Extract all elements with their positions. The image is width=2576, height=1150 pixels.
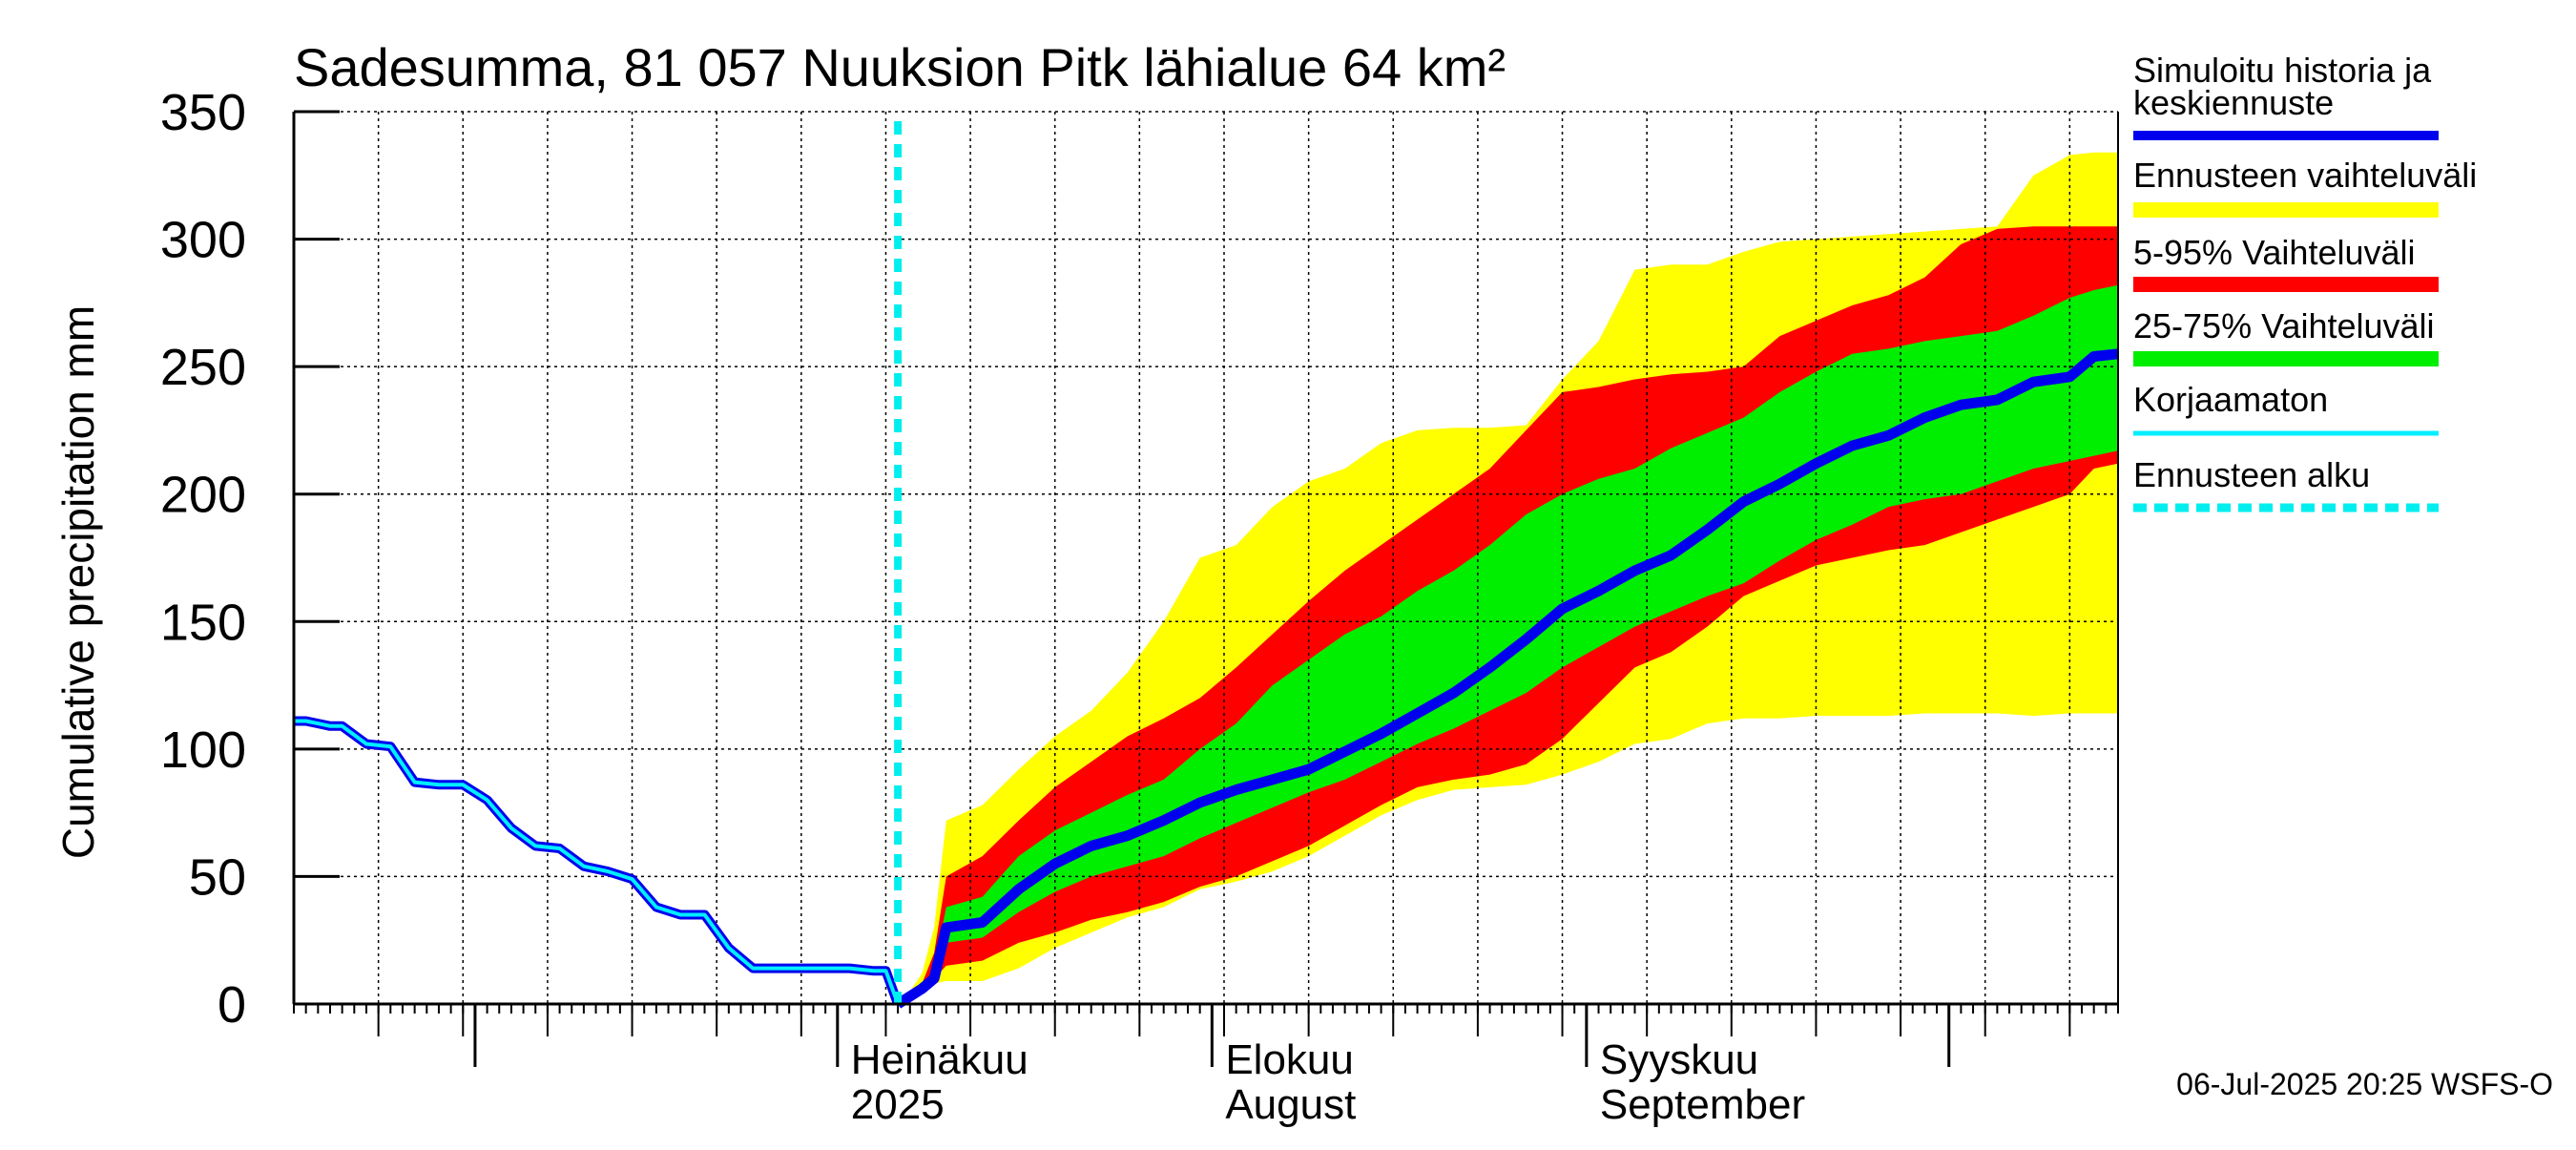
legend-item-25-75-label: 25-75% Vaihteluväli xyxy=(2133,306,2435,345)
legend-item-ennusteen-vaihteluvali-label: Ennusteen vaihteluväli xyxy=(2133,156,2477,195)
y-tick-label: 250 xyxy=(160,339,246,396)
y-tick-labels: 0 50 100 150 200 250 300 350 xyxy=(160,84,246,1034)
history-line xyxy=(294,716,903,1006)
legend-item-5-95-label: 5-95% Vaihteluväli xyxy=(2133,233,2416,272)
y-tick-label: 150 xyxy=(160,594,246,651)
x-month-label: Syyskuu xyxy=(1600,1036,1758,1083)
legend-item-korjaamaton-label: Korjaamaton xyxy=(2133,380,2328,419)
legend-item-simuloitu-label: Simuloitu historia ja keskiennuste xyxy=(2133,51,2432,122)
x-month-sublabel: August xyxy=(1225,1081,1356,1128)
korjaamaton-line xyxy=(294,719,900,1005)
x-month-sublabel: September xyxy=(1600,1081,1805,1128)
footer-timestamp: 06-Jul-2025 20:25 WSFS-O xyxy=(2176,1067,2553,1101)
chart-title: Sadesumma, 81 057 Nuuksion Pitk lähialue… xyxy=(294,37,1506,97)
x-month-label: Heinäkuu xyxy=(851,1036,1028,1083)
forecast-mean-line xyxy=(895,348,2119,1009)
y-tick-label: 50 xyxy=(189,848,246,906)
forecast-bands xyxy=(898,152,2118,1004)
y-tick-label: 0 xyxy=(218,976,246,1034)
legend-item-ennusteen-alku-label: Ennusteen alku xyxy=(2133,455,2370,494)
y-tick-label: 200 xyxy=(160,467,246,524)
y-tick-label: 100 xyxy=(160,721,246,779)
y-tick-label: 300 xyxy=(160,212,246,269)
x-month-sublabel: 2025 xyxy=(851,1081,945,1128)
legend: Simuloitu historia ja keskiennuste Ennuste… xyxy=(2133,51,2477,512)
data-lines xyxy=(294,121,2119,1009)
y-axis-label: Cumulative precipitation mm xyxy=(53,305,103,859)
axes xyxy=(292,110,2119,1067)
x-month-label: Elokuu xyxy=(1225,1036,1354,1083)
y-tick-label: 350 xyxy=(160,84,246,141)
grid-lines xyxy=(294,111,2118,1004)
